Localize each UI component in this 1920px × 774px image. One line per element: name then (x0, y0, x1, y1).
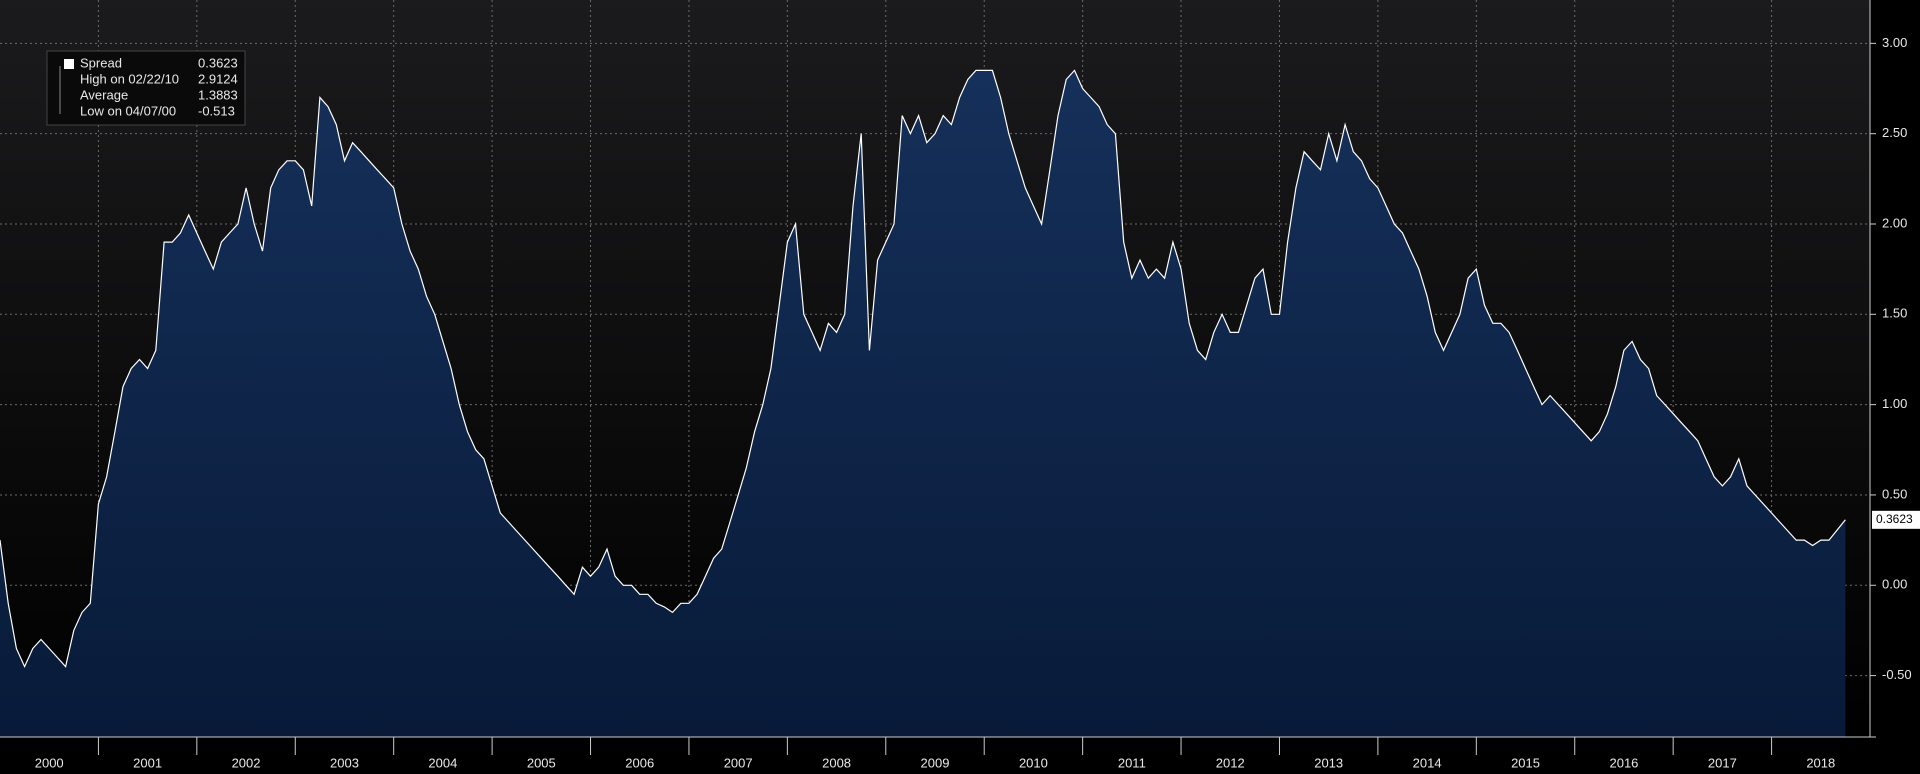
y-tick-label: 0.50 (1882, 486, 1907, 501)
x-tick-label: 2001 (133, 755, 162, 770)
x-tick-label: 2007 (724, 755, 753, 770)
x-tick-label: 2010 (1019, 755, 1048, 770)
y-tick-label: 1.00 (1882, 396, 1907, 411)
x-tick-label: 2015 (1511, 755, 1540, 770)
last-value-tag (1872, 510, 1920, 529)
legend-label: High on 02/22/10 (80, 71, 179, 86)
x-tick-label: 2005 (527, 755, 556, 770)
line (0, 69, 1846, 669)
x-tick-label: 2014 (1413, 755, 1442, 770)
x-tick-label: 2004 (428, 755, 457, 770)
x-tick-label: 2002 (232, 755, 261, 770)
y-tick-label: 1.50 (1882, 306, 1907, 321)
legend-value: -0.513 (198, 103, 235, 118)
x-tick-label: 2008 (822, 755, 851, 770)
y-tick-label: 0.00 (1882, 577, 1907, 592)
y-tick-label: -0.50 (1882, 667, 1912, 682)
legend-value: 1.3883 (198, 87, 238, 102)
legend-label: Low on 04/07/00 (80, 103, 176, 118)
x-tick-label: 2018 (1806, 755, 1835, 770)
legend-value: 0.3623 (198, 55, 238, 70)
legend: Spread 0.3623 High on 02/22/10 2.9124 Averag… (46, 50, 246, 126)
x-tick-label: 2009 (921, 755, 950, 770)
y-tick-label: 3.00 (1882, 35, 1907, 50)
x-tick-label: 2012 (1216, 755, 1245, 770)
x-tick-label: 2003 (330, 755, 359, 770)
y-tick-label: 2.50 (1882, 125, 1907, 140)
legend-swatch (64, 59, 74, 69)
x-tick-label: 2011 (1118, 755, 1146, 770)
legend-label: Average (80, 87, 128, 102)
x-tick-label: 2000 (35, 755, 64, 770)
x-tick-label: 2013 (1314, 755, 1343, 770)
last-value-label: 0.3623 (1876, 512, 1913, 526)
x-tick-label: 2006 (625, 755, 654, 770)
legend-label: Spread (80, 55, 122, 70)
area (0, 70, 1846, 737)
legend-box (46, 50, 246, 126)
y-tick-label: 2.00 (1882, 215, 1907, 230)
legend-value: 2.9124 (198, 71, 238, 86)
x-tick-label: 2017 (1708, 755, 1737, 770)
x-tick-label: 2016 (1609, 755, 1638, 770)
